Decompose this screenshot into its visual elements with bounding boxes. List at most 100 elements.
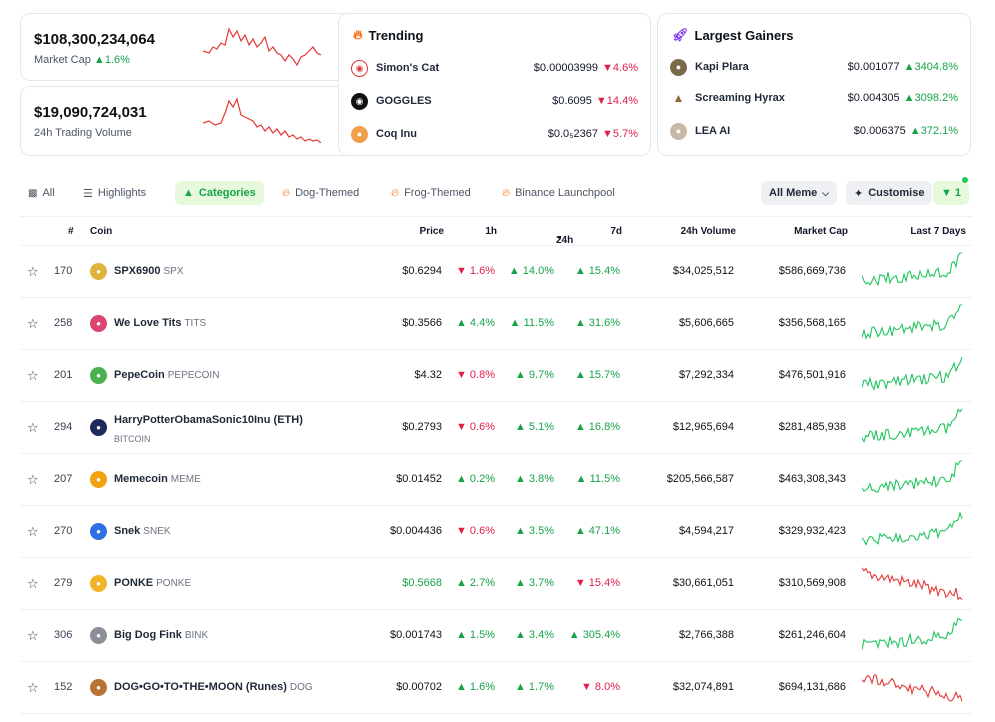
table-row[interactable]: ☆ 170 ● SPX6900 SPX $0.6294 ▼ 1.6% ▲ 14.0% ▲ 15.…: [20, 246, 972, 298]
header-1h[interactable]: 1h: [485, 226, 497, 237]
coin-logo-icon: ●: [90, 315, 107, 332]
header-market-cap[interactable]: Market Cap: [794, 226, 848, 237]
coin-name-link[interactable]: SPX6900 SPX: [114, 265, 184, 277]
star-icon[interactable]: ☆: [27, 576, 39, 591]
table-row[interactable]: ☆ 152 ● DOG•GO•TO•THE•MOON (Runes) DOG $0.007…: [20, 662, 972, 714]
change-1h: ▲ 1.6%: [455, 681, 495, 693]
table-row[interactable]: ☆ 270 ● Snek SNEK $0.004436 ▼ 0.6% ▲ 3.5% ▲ 47.1…: [20, 506, 972, 558]
star-icon[interactable]: ☆: [27, 368, 39, 383]
volume-24h: $34,025,512: [672, 265, 734, 277]
trending-title: 🔥︎ Trending: [353, 27, 424, 43]
chevron-down-icon: ⌵: [822, 187, 830, 198]
simons-cat-icon: ◉: [351, 59, 368, 77]
filter-button[interactable]: ▼ 1: [933, 181, 970, 205]
table-row[interactable]: ☆ 279 ● PONKE PONKE $0.5668 ▲ 2.7% ▲ 3.7% ▼ 15.4…: [20, 558, 972, 610]
coin-name-link[interactable]: DOG•GO•TO•THE•MOON (Runes) DOG: [114, 681, 313, 693]
header-volume[interactable]: 24h Volume: [680, 226, 736, 237]
kapi-plara-icon: ●: [670, 58, 687, 76]
coin-rank: 170: [54, 265, 73, 277]
coin-rank: 207: [54, 473, 73, 485]
customise-button[interactable]: ✦ Customise: [846, 181, 933, 205]
star-icon[interactable]: ☆: [27, 680, 39, 695]
change-7d: ▲ 11.5%: [575, 473, 620, 485]
coin-name-link[interactable]: Snek SNEK: [114, 525, 171, 537]
category-tabs: ▩ All ☰ Highlights ▲ Categories 🔥︎ Dog-T…: [20, 177, 972, 207]
coin-symbol: SNEK: [143, 526, 171, 537]
change-24h: ▲ 9.7%: [514, 369, 554, 381]
market-cap: $463,308,343: [778, 473, 846, 485]
star-icon[interactable]: ☆: [27, 628, 39, 643]
gainer-item[interactable]: ● Kapi Plara $0.001077 ▲3404.8%: [670, 56, 958, 78]
coin-rank: 201: [54, 369, 73, 381]
coin-name-link[interactable]: Memecoin MEME: [114, 473, 201, 485]
coin-name-link[interactable]: PONKE PONKE: [114, 577, 192, 589]
coin-name-link[interactable]: We Love Tits TITS: [114, 317, 207, 329]
gainer-item[interactable]: ▲ Screaming Hyrax $0.004305 ▲3098.2%: [670, 87, 958, 109]
coin-price: $0.00702: [396, 681, 442, 693]
volume-24h: $30,661,051: [672, 577, 734, 589]
table-row[interactable]: ☆ 201 ● PepeCoin PEPECOIN $4.32 ▼ 0.8% ▲ 9.7% ▲ …: [20, 350, 972, 402]
tab-dog-themed[interactable]: 🔥︎ Dog-Themed: [282, 186, 360, 200]
tab-frog-themed[interactable]: 🔥︎ Frog-Themed: [391, 186, 471, 200]
trending-item[interactable]: ◉ GOGGLES $0.6095 ▼14.4%: [351, 90, 638, 112]
star-icon[interactable]: ☆: [27, 472, 39, 487]
coin-name-link[interactable]: Big Dog Fink BINK: [114, 629, 209, 641]
volume-label: 24h Trading Volume: [34, 127, 132, 139]
table-row[interactable]: ☆ 207 ● Memecoin MEME $0.01452 ▲ 0.2% ▲ 3.8% ▲ 1…: [20, 454, 972, 506]
coin-rank: 294: [54, 421, 73, 433]
header-price[interactable]: Price: [419, 226, 444, 237]
all-meme-dropdown[interactable]: All Meme ⌵: [761, 181, 838, 205]
volume-24h: $4,594,217: [678, 525, 734, 537]
header-rank[interactable]: #: [68, 226, 74, 237]
trending-item[interactable]: ◉ Simon's Cat $0.00003999 ▼4.6%: [351, 57, 638, 79]
change-1h: ▲ 2.7%: [455, 577, 495, 589]
change-24h: ▲ 1.7%: [514, 681, 554, 693]
gainer-item[interactable]: ● LEA AI $0.006375 ▲372.1%: [670, 120, 958, 142]
sparkline-7d: [862, 356, 963, 391]
coin-logo-icon: ●: [90, 367, 107, 384]
table-row[interactable]: ☆ 294 ● HarryPotterObamaSonic10Inu (ETH) BIT…: [20, 402, 972, 454]
sparkline-7d: [862, 617, 963, 650]
coin-symbol: DOG: [289, 682, 313, 693]
trending-item[interactable]: ● Coq Inu $0.0₅2367 ▼5.7%: [351, 123, 638, 145]
volume-24h: $2,766,388: [678, 629, 734, 641]
trending-card: 🔥︎ Trending ◉ Simon's Cat $0.00003999 ▼4…: [338, 13, 651, 156]
sparkle-icon: ✦: [854, 187, 864, 200]
header-coin[interactable]: Coin: [90, 226, 113, 237]
market-cap: $586,669,736: [778, 265, 846, 277]
coin-rank: 279: [54, 577, 73, 589]
coin-logo-icon: ●: [90, 523, 107, 540]
tab-categories[interactable]: ▲ Categories: [175, 181, 264, 205]
coin-symbol: BINK: [184, 630, 209, 641]
filter-icon: ▼: [941, 187, 952, 199]
tab-highlights[interactable]: ☰ Highlights: [83, 187, 147, 200]
change-24h: ▲ 5.1%: [514, 421, 554, 433]
change-7d: ▲ 16.8%: [574, 421, 620, 433]
volume-card[interactable]: $19,090,724,031 24h Trading Volume: [20, 86, 362, 156]
change-1h: ▼ 0.6%: [455, 421, 495, 433]
table-row[interactable]: ☆ 306 ● Big Dog Fink BINK $0.001743 ▲ 1.5% ▲ 3.…: [20, 610, 972, 662]
change-24h: ▲ 3.8%: [514, 473, 554, 485]
market-cap-card[interactable]: $108,300,234,064 Market Cap ▲1.6%: [20, 13, 362, 81]
volume-24h: $205,566,587: [666, 473, 734, 485]
coin-name-link[interactable]: HarryPotterObamaSonic10Inu (ETH): [114, 414, 303, 426]
coin-name-link[interactable]: PepeCoin PEPECOIN: [114, 369, 220, 381]
header-7d[interactable]: 7d: [610, 226, 622, 237]
coin-symbol: SPX: [163, 266, 184, 277]
change-24h: ▲ 3.5%: [514, 525, 554, 537]
star-icon[interactable]: ☆: [27, 420, 39, 435]
star-icon[interactable]: ☆: [27, 524, 39, 539]
market-cap-label: Market Cap ▲1.6%: [34, 54, 130, 66]
change-7d: ▼ 8.0%: [580, 681, 620, 693]
star-icon[interactable]: ☆: [27, 264, 39, 279]
market-cap: $476,501,916: [778, 369, 846, 381]
coin-price: $0.004436: [390, 525, 442, 537]
change-7d: ▲ 31.6%: [574, 317, 620, 329]
tab-binance-launchpool[interactable]: 🔥︎ Binance Launchpool: [502, 186, 615, 200]
table-row[interactable]: ☆ 258 ● We Love Tits TITS $0.3566 ▲ 4.4% ▲ 11.5…: [20, 298, 972, 350]
change-24h: ▲ 3.4%: [514, 629, 554, 641]
tab-all[interactable]: ▩ All: [28, 187, 55, 199]
sparkline-7d: [862, 408, 963, 443]
volume-sparkline: [203, 97, 322, 143]
star-icon[interactable]: ☆: [27, 316, 39, 331]
